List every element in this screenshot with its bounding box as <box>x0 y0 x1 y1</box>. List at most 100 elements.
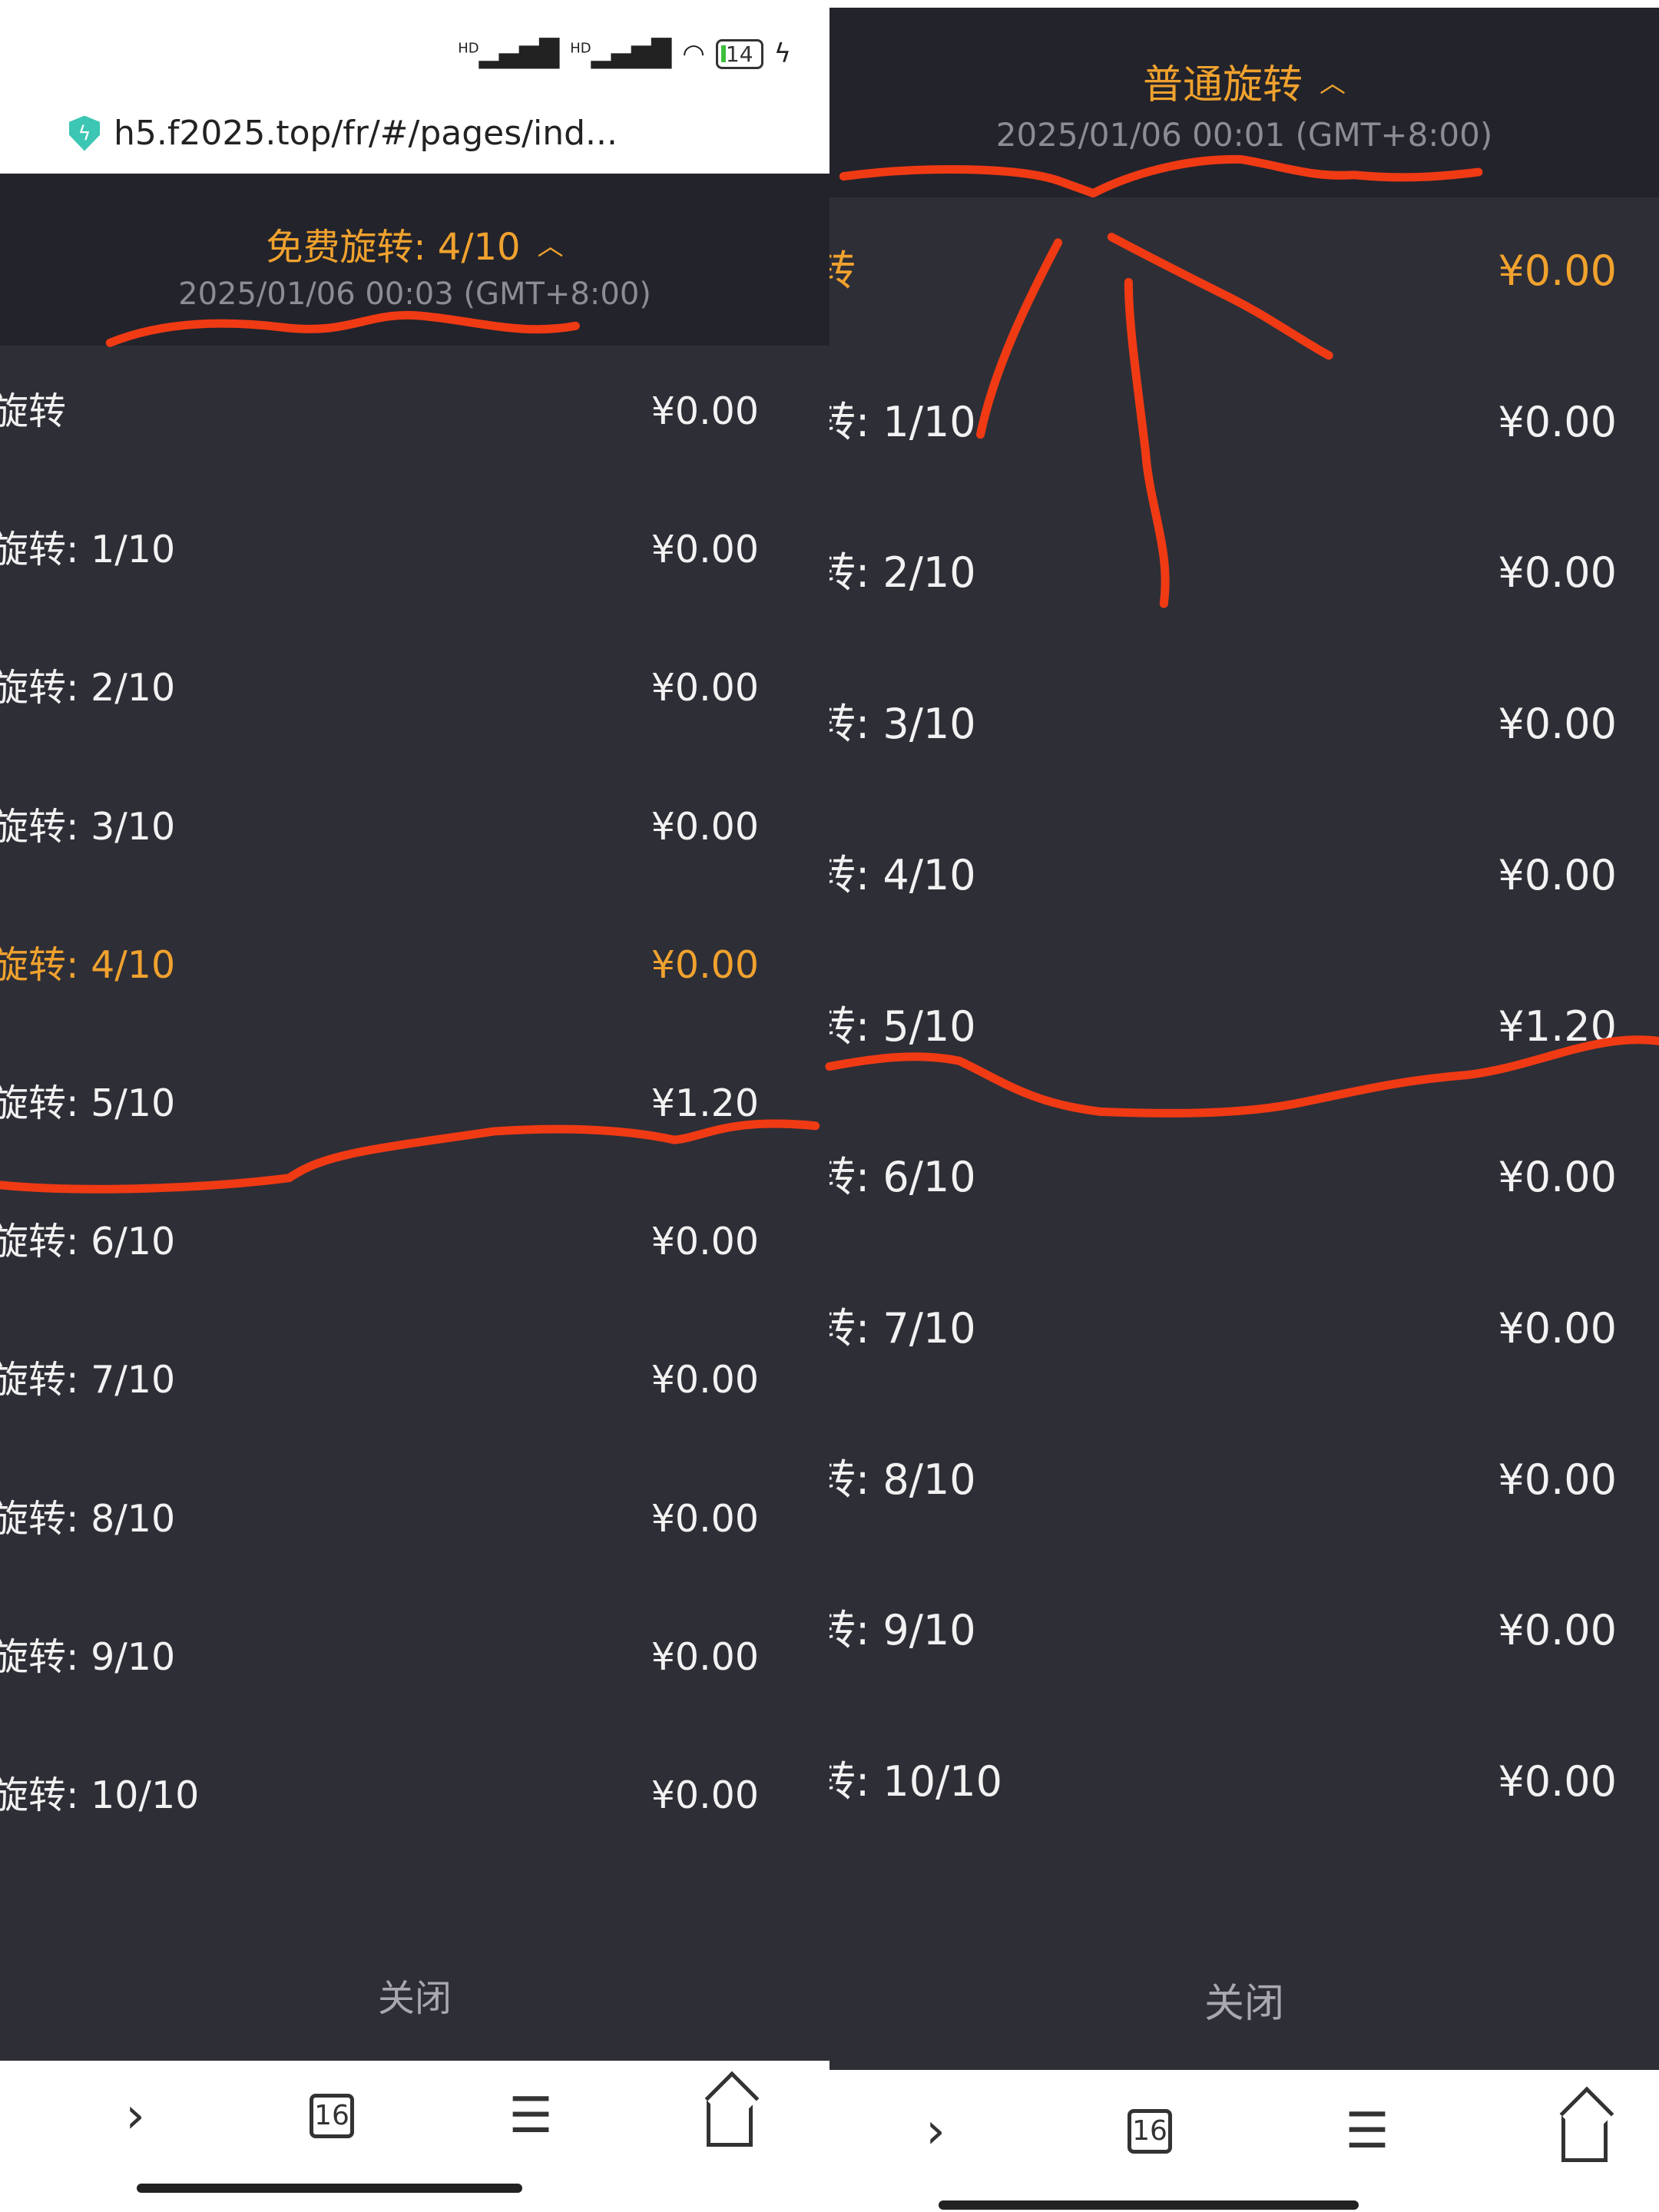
spin-amount: ¥0.00 <box>1498 1153 1617 1202</box>
spin-amount: ¥0.00 <box>1498 1303 1617 1353</box>
spin-title[interactable]: 普通旋转 ︿ <box>1143 52 1346 110</box>
spin-list-item[interactable]: 免费旋转: 2/10 ¥0.00 <box>0 650 830 727</box>
url-bar[interactable]: ϟ h5.f2025.top/fr/#/pages/ind... <box>69 114 618 153</box>
forward-icon[interactable]: › <box>926 2103 945 2160</box>
close-button[interactable]: 关闭 <box>1204 1981 1284 2027</box>
spin-amount: ¥0.00 <box>651 528 759 572</box>
right-screenshot-panel: 普通旋转 ︿ 2025/01/06 00:01 (GMT+8:00) 普通旋转 ¥0… <box>830 0 1659 2212</box>
spin-list-item[interactable]: 普通旋转: 5/10 ¥1.20 <box>830 988 1659 1065</box>
spin-amount: ¥0.00 <box>1498 1455 1617 1504</box>
spin-list-item[interactable]: 普通旋转: 4/10 ¥0.00 <box>830 837 1659 914</box>
spin-amount: ¥0.00 <box>1498 1606 1617 1655</box>
spin-label: 普通旋转: 6/10 <box>830 1153 976 1202</box>
spin-label: 普通旋转: 5/10 <box>830 1002 976 1051</box>
spin-label: 免费旋转: 3/10 <box>0 804 176 849</box>
wifi-icon: ◠ <box>682 38 705 69</box>
spin-amount: ¥0.00 <box>651 1773 759 1817</box>
url-text: h5.f2025.top/fr/#/pages/ind... <box>114 114 618 153</box>
spin-amount: ¥0.00 <box>1498 247 1617 295</box>
spin-amount: ¥0.00 <box>1498 397 1617 446</box>
spin-list-item[interactable]: 免费旋转 ¥0.00 <box>0 373 830 450</box>
spin-amount: ¥1.20 <box>651 1081 759 1125</box>
spin-amount: ¥0.00 <box>1498 850 1617 899</box>
spin-amount: ¥0.00 <box>1498 700 1617 749</box>
signal-icon: HD▂▄▆█ <box>570 38 672 69</box>
spin-list-item[interactable]: 普通旋转: 1/10 ¥0.00 <box>830 384 1659 461</box>
spin-label: 免费旋转 <box>0 389 67 433</box>
status-bar: HD▂▄▆█ HD▂▄▆█ ◠ 14 ϟ ϟ h5.f2025.top/fr/#… <box>0 0 830 174</box>
charging-icon: ϟ <box>773 38 791 69</box>
spin-amount: ¥0.00 <box>651 389 759 433</box>
spin-date: 2025/01/06 00:01 (GMT+8:00) <box>995 116 1493 154</box>
spin-list-item[interactable]: 免费旋转: 3/10 ¥0.00 <box>0 789 830 866</box>
menu-icon[interactable]: ☰ <box>1345 2103 1389 2160</box>
dropdown-header[interactable]: 普通旋转 ︿ 2025/01/06 00:01 (GMT+8:00) <box>830 8 1659 197</box>
spin-list-item[interactable]: 普通旋转: 10/10 ¥0.00 <box>830 1743 1659 1820</box>
spin-date: 2025/01/06 00:03 (GMT+8:00) <box>178 276 651 312</box>
tabs-icon[interactable]: 16 <box>1128 2109 1172 2154</box>
spin-list-item[interactable]: 免费旋转: 5/10 ¥1.20 <box>0 1065 830 1142</box>
spin-title[interactable]: 免费旋转: 4/10 ︿ <box>266 217 563 270</box>
spin-amount: ¥0.00 <box>651 1220 759 1264</box>
spin-list-item[interactable]: 普通旋转: 9/10 ¥0.00 <box>830 1592 1659 1669</box>
spin-label: 普通旋转: 4/10 <box>830 850 976 899</box>
spin-label: 普通旋转: 7/10 <box>830 1303 976 1353</box>
home-indicator[interactable] <box>137 2184 522 2193</box>
spin-label: 普通旋转: 1/10 <box>830 397 976 446</box>
spin-list-item[interactable]: 普通旋转: 7/10 ¥0.00 <box>830 1290 1659 1367</box>
menu-icon[interactable]: ☰ <box>508 2088 553 2144</box>
title-text: 普通旋转 <box>1142 62 1303 108</box>
browser-nav-bar: › 16 ☰ <box>830 2070 1659 2212</box>
title-text: 免费旋转: 4/10 <box>266 226 521 269</box>
signal-icon: HD▂▄▆█ <box>458 38 560 69</box>
spin-label: 免费旋转: 8/10 <box>0 1496 176 1541</box>
spin-label: 普通旋转: 3/10 <box>830 700 976 749</box>
spin-list-item[interactable]: 免费旋转: 6/10 ¥0.00 <box>0 1204 830 1280</box>
home-icon[interactable] <box>1561 2116 1608 2162</box>
spin-amount: ¥0.00 <box>651 1358 759 1402</box>
spin-label: 普通旋转: 2/10 <box>830 548 976 598</box>
spin-label: 普通旋转 <box>830 247 856 295</box>
spin-label: 免费旋转: 9/10 <box>0 1634 176 1679</box>
spin-list-item[interactable]: 免费旋转: 8/10 ¥0.00 <box>0 1481 830 1558</box>
spin-label: 普通旋转: 10/10 <box>830 1757 1002 1806</box>
chevron-up-icon: ︿ <box>1320 68 1346 99</box>
spin-amount: ¥0.00 <box>1498 1757 1617 1806</box>
spin-label: 免费旋转: 4/10 <box>0 942 176 987</box>
spin-amount: ¥0.00 <box>651 942 759 987</box>
battery-icon: 14 <box>715 38 763 69</box>
spin-label: 免费旋转: 2/10 <box>0 666 176 710</box>
signal-hd-label: HD <box>570 40 591 57</box>
spin-list-item[interactable]: 免费旋转: 10/10 ¥0.00 <box>0 1757 830 1834</box>
spin-list-item[interactable]: 免费旋转: 4/10 ¥0.00 <box>0 927 830 1004</box>
spin-amount: ¥0.00 <box>651 1496 759 1541</box>
spin-list-item[interactable]: 普通旋转: 2/10 ¥0.00 <box>830 535 1659 611</box>
tabs-icon[interactable]: 16 <box>310 2094 354 2138</box>
spin-list-item[interactable]: 普通旋转: 8/10 ¥0.00 <box>830 1442 1659 1518</box>
home-indicator[interactable] <box>939 2200 1359 2210</box>
chevron-up-icon: ︿ <box>537 230 564 262</box>
browser-nav-bar: › 16 ☰ <box>0 2061 830 2212</box>
spin-list-item[interactable]: 普通旋转: 6/10 ¥0.00 <box>830 1139 1659 1216</box>
spin-list-item[interactable]: 普通旋转: 3/10 ¥0.00 <box>830 686 1659 763</box>
spin-label: 免费旋转: 7/10 <box>0 1358 176 1402</box>
spin-list-item[interactable]: 免费旋转: 7/10 ¥0.00 <box>0 1342 830 1419</box>
top-edge <box>830 0 1659 8</box>
spin-list-item[interactable]: 免费旋转: 9/10 ¥0.00 <box>0 1619 830 1696</box>
spin-label: 免费旋转: 5/10 <box>0 1081 176 1125</box>
status-icons: HD▂▄▆█ HD▂▄▆█ ◠ 14 ϟ <box>458 38 791 69</box>
forward-icon[interactable]: › <box>125 2088 145 2144</box>
close-button[interactable]: 关闭 <box>377 1977 452 2020</box>
spin-amount: ¥0.00 <box>651 666 759 710</box>
shield-icon: ϟ <box>69 115 100 151</box>
spin-list-item[interactable]: 免费旋转: 1/10 ¥0.00 <box>0 512 830 588</box>
left-screenshot-panel: HD▂▄▆█ HD▂▄▆█ ◠ 14 ϟ ϟ h5.f2025.top/fr/#… <box>0 0 830 2212</box>
spin-label: 普通旋转: 9/10 <box>830 1606 976 1655</box>
home-icon[interactable] <box>707 2101 753 2147</box>
dropdown-header[interactable]: 免费旋转: 4/10 ︿ 2025/01/06 00:03 (GMT+8:00) <box>0 174 830 346</box>
spin-amount: ¥0.00 <box>1498 548 1617 598</box>
spin-amount: ¥0.00 <box>651 1634 759 1679</box>
spin-label: 免费旋转: 6/10 <box>0 1220 176 1264</box>
spin-list-item[interactable]: 普通旋转 ¥0.00 <box>830 233 1659 310</box>
spin-label: 免费旋转: 1/10 <box>0 528 176 572</box>
